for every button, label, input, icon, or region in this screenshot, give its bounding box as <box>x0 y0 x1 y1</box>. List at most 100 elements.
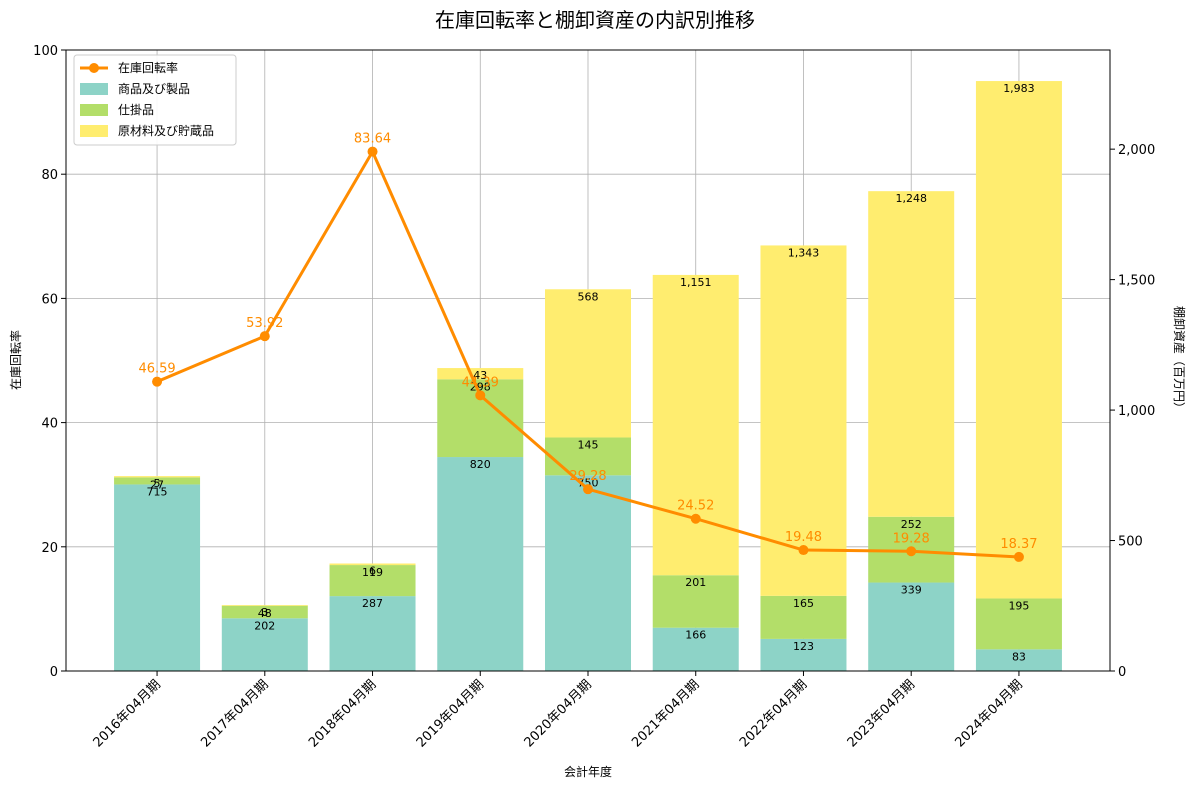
turnover-value-label: 19.48 <box>785 530 822 545</box>
bar-value-label: 43 <box>473 369 487 382</box>
y-right-tick-label: 1,000 <box>1118 404 1155 419</box>
legend-marker <box>89 63 99 73</box>
bar-segment-3 <box>975 81 1062 599</box>
y-axis-right-label: 棚卸資産（百万円） <box>1172 306 1187 414</box>
bar-segment-2 <box>329 565 416 597</box>
bar-value-label: 339 <box>901 584 922 597</box>
bar-series-group <box>114 81 1062 671</box>
x-tick-label: 2024年04月期 <box>952 677 1025 750</box>
bar-segment-2 <box>652 575 739 628</box>
legend-swatch <box>80 83 108 95</box>
bar-value-label: 1,983 <box>1003 82 1035 95</box>
y-left-tick-label: 20 <box>41 541 58 556</box>
y-right-tick-label: 1,500 <box>1118 274 1155 289</box>
bar-value-label: 201 <box>685 576 706 589</box>
bar-value-label: 119 <box>362 566 383 579</box>
bar-segment-3 <box>868 191 955 517</box>
turnover-point <box>367 146 378 157</box>
bar-value-label: 166 <box>685 629 706 642</box>
bar-value-label: 195 <box>1008 599 1029 612</box>
x-tick-label: 2016年04月期 <box>91 677 164 750</box>
legend-label: 仕掛品 <box>118 102 154 117</box>
bar-segment-2 <box>975 598 1062 650</box>
bar-value-label: 1,343 <box>788 246 820 259</box>
turnover-point <box>583 484 593 495</box>
bar-value-label: 287 <box>362 597 383 610</box>
bar-value-label: 5 <box>154 477 161 490</box>
turnover-value-label: 24.52 <box>677 499 714 514</box>
y-left-tick-label: 60 <box>41 292 58 307</box>
bar-segment-1 <box>652 627 739 671</box>
bar-segment-3 <box>545 289 631 438</box>
y-left-tick-label: 40 <box>41 417 58 432</box>
turnover-point <box>259 331 270 342</box>
y-left-tick-label: 0 <box>50 665 58 680</box>
x-tick-label: 2019年04月期 <box>414 677 487 750</box>
bar-segment-2 <box>760 595 847 639</box>
bar-value-label: 202 <box>254 619 275 632</box>
bar-segment-1 <box>114 484 201 671</box>
y-right-tick-label: 0 <box>1118 665 1126 680</box>
y-left-tick-label: 80 <box>41 168 58 183</box>
bar-value-label: 3 <box>261 606 268 619</box>
x-tick-label: 2017年04月期 <box>198 677 271 750</box>
x-axis-label: 会計年度 <box>564 764 612 779</box>
bar-value-label: 1,248 <box>895 192 927 205</box>
bar-value-label: 715 <box>147 485 168 498</box>
bar-segment-1 <box>329 596 416 671</box>
bar-value-label: 48 <box>258 607 272 620</box>
bar-value-label: 145 <box>578 438 599 451</box>
y-axis-left-label: 在庫回転率 <box>8 330 23 390</box>
y-left-tick-label: 100 <box>33 44 58 59</box>
turnover-point <box>690 513 701 524</box>
legend-label: 原材料及び貯蔵品 <box>118 124 214 138</box>
turnover-line-group: 46.59 53.92 83.64 44.39 29.28 24.52 19.48 19.28… <box>138 132 1038 562</box>
turnover-point <box>475 390 486 401</box>
bar-segment-1 <box>545 475 631 671</box>
bar-value-label: 27 <box>150 478 164 491</box>
bar-value-label: 568 <box>578 290 599 303</box>
bar-value-label: 1,151 <box>680 276 712 289</box>
y-right-tick-label: 500 <box>1118 535 1143 550</box>
bar-segment-2 <box>545 437 631 476</box>
bar-segment-3 <box>652 274 739 576</box>
bar-segment-3 <box>329 563 416 566</box>
bar-value-label: 83 <box>1012 650 1026 663</box>
legend-box <box>73 54 237 146</box>
turnover-value-label: 83.64 <box>354 132 391 147</box>
x-tick-label: 2022年04月期 <box>737 677 810 750</box>
turnover-value-label: 29.28 <box>569 469 606 484</box>
bar-value-label: 820 <box>470 458 491 471</box>
x-tick-label: 2018年04月期 <box>306 677 379 750</box>
bar-segment-3 <box>760 245 847 596</box>
turnover-point <box>798 545 809 556</box>
x-tick-label: 2023年04月期 <box>845 677 918 750</box>
bar-segment-1 <box>975 649 1062 671</box>
bar-segment-1 <box>868 582 955 671</box>
y-right-tick-label: 2,000 <box>1118 143 1155 158</box>
bar-labels-group: 7152752024832871196820298437501455681662… <box>147 82 1035 663</box>
bar-segment-2 <box>221 605 308 619</box>
bar-segment-3 <box>114 476 201 478</box>
bar-segment-2 <box>114 477 201 485</box>
turnover-value-label: 53.92 <box>246 316 283 331</box>
x-tick-label: 2021年04月期 <box>629 677 702 750</box>
x-tick-label: 2020年04月期 <box>522 677 595 750</box>
turnover-value-label: 46.59 <box>138 362 175 377</box>
turnover-point <box>906 546 917 557</box>
bar-value-label: 6 <box>369 564 376 577</box>
legend-swatch <box>80 125 108 137</box>
bar-segment-1 <box>760 638 847 671</box>
bar-segment-3 <box>221 604 308 606</box>
legend-swatch <box>80 104 108 116</box>
legend-label: 商品及び製品 <box>118 81 190 96</box>
legend-label: 在庫回転率 <box>118 60 178 75</box>
bar-segment-1 <box>437 457 524 671</box>
turnover-point <box>1013 551 1024 562</box>
turnover-value-label: 44.39 <box>462 375 499 390</box>
bar-segment-1 <box>221 618 308 671</box>
bar-segment-3 <box>437 368 524 380</box>
turnover-point <box>152 376 163 387</box>
